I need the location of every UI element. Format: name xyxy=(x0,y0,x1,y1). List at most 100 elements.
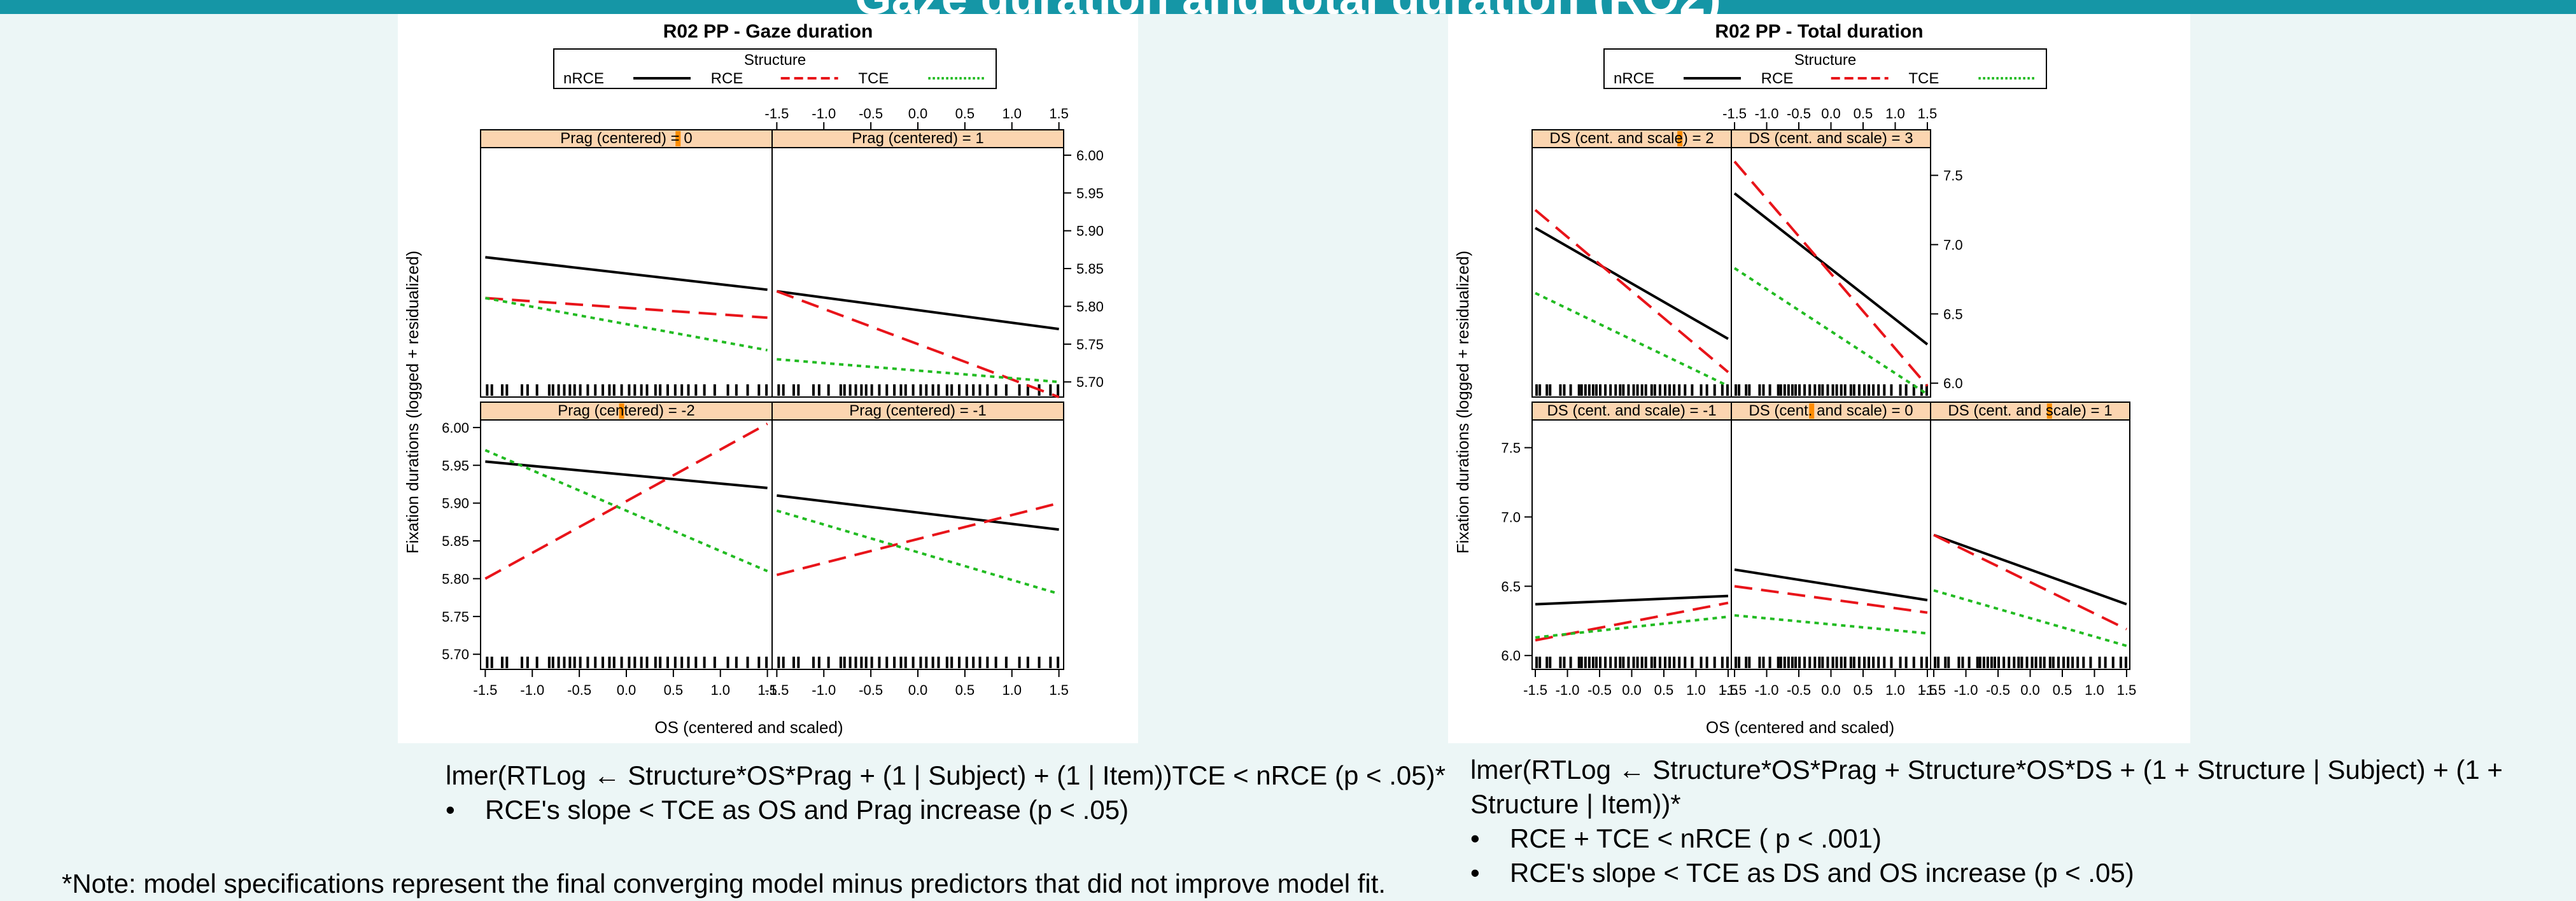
y-tick-label: 6.0 xyxy=(1501,648,1521,664)
series-line-tce xyxy=(485,297,768,352)
y-tick-label: 5.90 xyxy=(1076,223,1104,239)
x-tick-label: 1.5 xyxy=(2117,682,2137,698)
panel-label: DS (cent. and scale) = 2 xyxy=(1549,130,1714,147)
panel-label: DS (cent. and scale) = 0 xyxy=(1749,402,1913,419)
panel-frame xyxy=(1731,419,1931,670)
banner-title: Gaze duration and total duration (RQ2) xyxy=(0,0,2576,14)
x-tick-label: 1.0 xyxy=(1686,682,1706,698)
strip-level-marker xyxy=(1677,131,1683,146)
y-tick-label: 5.95 xyxy=(1076,185,1104,201)
series-line-tce xyxy=(1535,615,1729,639)
series-line-nrce xyxy=(485,256,768,291)
strip-level-marker xyxy=(619,403,624,419)
gaze-duration-svg: R02 PP - Gaze duration Structure nRCE RCE TC… xyxy=(403,21,1104,737)
x-tick-label: -1.5 xyxy=(1722,682,1747,698)
x-tick-label: -0.5 xyxy=(1986,682,2010,698)
right-formula-line2: Structure | Item))* xyxy=(1470,789,1681,819)
x-tick-label: 1.0 xyxy=(1002,682,1022,698)
y-tick-label: 7.5 xyxy=(1501,440,1521,456)
panel-label: DS (cent. and scale) = -1 xyxy=(1547,402,1716,419)
legend-label-tce: TCE xyxy=(1908,70,1939,87)
x-tick-label: -0.5 xyxy=(567,682,591,698)
x-tick-label: 1.5 xyxy=(1719,682,1738,698)
x-tick-label: 1.5 xyxy=(1918,106,1938,122)
x-tick-label: -0.5 xyxy=(859,106,883,122)
panel-label: DS (cent. and scale) = 1 xyxy=(1948,402,2112,419)
y-tick-label: 6.5 xyxy=(1943,306,1963,322)
panel-frame xyxy=(480,419,773,670)
panel-label: Prag (centered) = -1 xyxy=(849,402,986,419)
banner: Gaze duration and total duration (RQ2) xyxy=(0,0,2576,14)
y-tick-label: 7.5 xyxy=(1943,168,1963,184)
series-line-tce xyxy=(776,509,1060,596)
y-tick-label: 5.95 xyxy=(442,457,469,473)
panel-frame xyxy=(771,419,1064,670)
left-bullet-text: RCE's slope < TCE as OS and Prag increas… xyxy=(485,795,1129,825)
x-tick-label: -1.5 xyxy=(764,682,789,698)
panel-frame xyxy=(1531,147,1732,398)
left-bullet: • RCE's slope < TCE as OS and Prag increa… xyxy=(446,793,1446,827)
series-line-rce xyxy=(485,297,768,319)
series-line-nrce xyxy=(777,494,1059,531)
legend-label-tce: TCE xyxy=(858,70,889,87)
model-note-text: *Note: model specifications represent th… xyxy=(62,869,1386,898)
panel-label: DS (cent. and scale) = 3 xyxy=(1749,130,1913,147)
x-tick-label: 1.5 xyxy=(1049,106,1069,122)
series-line-nrce xyxy=(1535,594,1729,606)
y-tick-label: 6.00 xyxy=(442,420,469,436)
y-tick-label: 5.85 xyxy=(442,533,469,549)
x-tick-label: -1.5 xyxy=(473,682,497,698)
bullet-dot: • xyxy=(1470,823,1480,853)
x-tick-label: -0.5 xyxy=(1787,106,1811,122)
gaze-duration-chart: R02 PP - Gaze duration Structure nRCE RCE TC… xyxy=(398,14,1138,743)
y-tick-label: 5.80 xyxy=(442,571,469,587)
x-tick-label: 0.5 xyxy=(1854,106,1873,122)
right-formula-line1: lmer(RTLog ← Structure*OS*Prag + Structu… xyxy=(1470,755,2503,785)
x-tick-label: -1.0 xyxy=(1755,106,1779,122)
y-tick-label: 6.0 xyxy=(1943,375,1963,391)
y-tick-label: 6.00 xyxy=(1076,148,1104,164)
x-tick-label: 1.5 xyxy=(757,682,777,698)
x-tick-label: -1.0 xyxy=(1556,682,1580,698)
right-bullet-1-text: RCE + TCE < nRCE ( p < .001) xyxy=(1510,823,1882,853)
legend-label-nrce: nRCE xyxy=(563,70,604,87)
panel-strip xyxy=(480,402,773,421)
chart-title: R02 PP - Gaze duration xyxy=(663,21,873,42)
x-tick-label: -1.0 xyxy=(812,106,836,122)
bullet-dot: • xyxy=(446,795,455,825)
right-bullet-1: • RCE + TCE < nRCE ( p < .001) xyxy=(1470,821,2503,856)
x-tick-label: -1.0 xyxy=(520,682,544,698)
x-tick-label: -0.5 xyxy=(1787,682,1811,698)
legend-title: Structure xyxy=(744,52,806,69)
right-model-summary: lmer(RTLog ← Structure*OS*Prag + Structu… xyxy=(1470,753,2503,890)
panel-label: Prag (centered) = -2 xyxy=(558,402,694,419)
x-tick-label: 1.5 xyxy=(1049,682,1069,698)
series-line-tce xyxy=(1734,614,1928,635)
left-model-summary: lmer(RTLog ← Structure*OS*Prag + (1 | Su… xyxy=(446,758,1446,827)
right-bullet-2-text: RCE's slope < TCE as DS and OS increase … xyxy=(1510,858,2134,888)
strip-level-marker xyxy=(2046,403,2052,419)
legend-box xyxy=(553,48,997,89)
strip-level-marker xyxy=(1809,403,1815,419)
x-tick-label: 0.5 xyxy=(955,106,975,122)
y-tick-label: 5.75 xyxy=(442,609,469,625)
series-line-rce xyxy=(1733,160,1929,387)
x-tick-label: 0.0 xyxy=(617,682,637,698)
x-tick-label: -1.0 xyxy=(1954,682,1978,698)
x-tick-label: 0.0 xyxy=(2020,682,2040,698)
x-tick-label: 0.5 xyxy=(1654,682,1674,698)
x-tick-label: 0.0 xyxy=(1821,682,1841,698)
model-note: *Note: model specifications represent th… xyxy=(62,867,1386,901)
x-tick-label: 1.0 xyxy=(1885,682,1905,698)
legend-title: Structure xyxy=(1794,52,1856,69)
x-tick-label: 1.0 xyxy=(1002,106,1022,122)
series-line-rce xyxy=(1535,601,1729,642)
series-line-tce xyxy=(1933,589,2127,647)
x-tick-label: -0.5 xyxy=(1587,682,1612,698)
panel-label: Prag (centered) = 0 xyxy=(560,130,692,147)
series-line-rce xyxy=(776,501,1060,576)
x-tick-label: 0.5 xyxy=(664,682,684,698)
x-tick-label: 1.5 xyxy=(1918,682,1938,698)
series-line-rce xyxy=(1734,585,1928,614)
series-line-tce xyxy=(777,358,1059,384)
